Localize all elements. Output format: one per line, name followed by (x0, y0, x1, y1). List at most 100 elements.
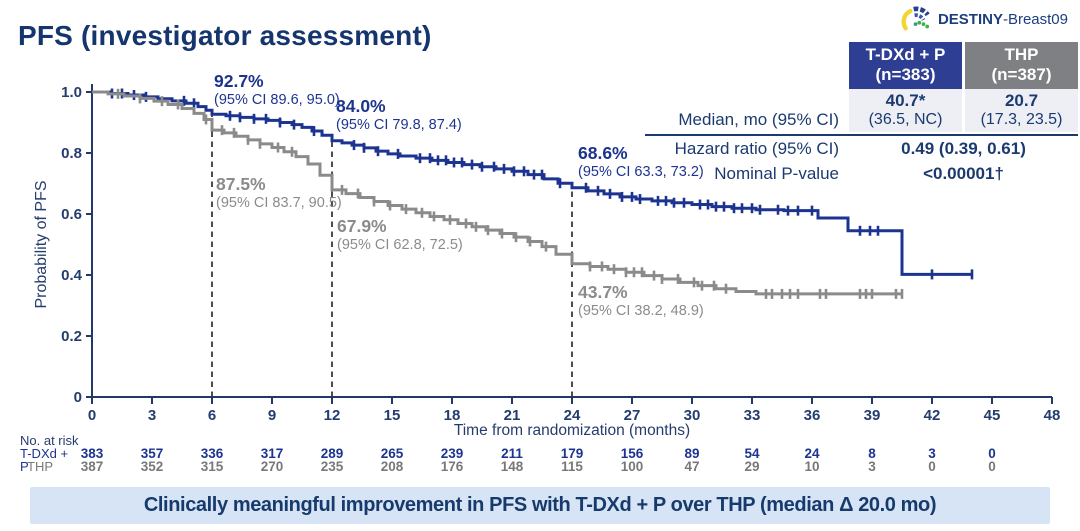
svg-text:92.7%: 92.7% (214, 71, 264, 91)
svg-text:48: 48 (1044, 407, 1061, 424)
svg-text:47: 47 (684, 459, 699, 474)
svg-text:6: 6 (208, 407, 216, 424)
destiny-breast09-logo: DESTINY-Breast09 (899, 5, 1068, 33)
svg-text:0: 0 (988, 459, 996, 474)
svg-text:24: 24 (564, 407, 581, 424)
p-value: <0.00001† (923, 164, 1004, 184)
svg-text:THP: THP (27, 459, 53, 474)
thp-column-n: (n=387) (991, 65, 1052, 85)
svg-text:289: 289 (321, 446, 344, 461)
median-thp-main: 20.7 (1004, 91, 1039, 111)
svg-text:18: 18 (444, 407, 461, 424)
svg-text:(95% CI 83.7, 90.5): (95% CI 83.7, 90.5) (216, 195, 342, 211)
svg-text:(95% CI 38.2, 48.9): (95% CI 38.2, 48.9) (578, 303, 704, 319)
thp-column-name: THP (1004, 45, 1039, 64)
svg-text:115: 115 (561, 459, 583, 474)
svg-text:(95% CI 79.8, 87.4): (95% CI 79.8, 87.4) (336, 117, 462, 133)
destiny-fan-icon (901, 6, 930, 31)
page-title: PFS (investigator assessment) (18, 20, 432, 51)
km-plot: 0 3 6 9 12 15 18 21 24 27 30 33 36 39 42 45 481.00.80.60… (20, 71, 1061, 474)
svg-text:P: P (20, 459, 29, 474)
svg-text:Probability of PFS: Probability of PFS (33, 180, 50, 308)
svg-text:(95% CI 62.8, 72.5): (95% CI 62.8, 72.5) (337, 237, 463, 253)
svg-text:211: 211 (501, 446, 523, 461)
svg-text:42: 42 (924, 407, 941, 424)
svg-text:336: 336 (201, 446, 224, 461)
svg-text:3: 3 (868, 459, 876, 474)
svg-text:156: 156 (621, 446, 644, 461)
svg-text:67.9%: 67.9% (337, 216, 387, 236)
svg-text:0.8: 0.8 (61, 145, 82, 162)
svg-text:3: 3 (148, 407, 156, 424)
svg-text:27: 27 (624, 407, 641, 424)
median-thp-value: 20.7 (17.3, 23.5) (965, 89, 1078, 133)
logo-text-rest: -Breast09 (1002, 10, 1068, 28)
svg-text:148: 148 (501, 459, 524, 474)
svg-text:21: 21 (504, 407, 521, 424)
svg-text:12: 12 (324, 407, 341, 424)
svg-text:33: 33 (744, 407, 761, 424)
svg-text:24: 24 (804, 446, 820, 461)
svg-text:208: 208 (381, 459, 404, 474)
svg-text:8: 8 (868, 446, 876, 461)
svg-text:387: 387 (81, 459, 104, 474)
svg-text:(95% CI 63.3, 73.2): (95% CI 63.3, 73.2) (578, 164, 704, 180)
stats-divider (645, 134, 1078, 137)
svg-text:84.0%: 84.0% (336, 96, 386, 116)
svg-text:235: 235 (321, 459, 344, 474)
svg-text:0: 0 (88, 407, 96, 424)
svg-text:0.6: 0.6 (61, 206, 82, 223)
svg-text:45: 45 (984, 407, 1001, 424)
svg-text:No. at risk: No. at risk (20, 433, 79, 448)
median-tdxd-main: 40.7* (885, 91, 926, 111)
svg-text:176: 176 (441, 459, 464, 474)
logo-text: DESTINY-Breast09 (938, 11, 1068, 28)
tdxd-column-n: (n=383) (875, 65, 936, 85)
median-tdxd-value: 40.7* (36.5, NC) (849, 89, 962, 133)
svg-text:10: 10 (804, 459, 819, 474)
median-tdxd-ci: (36.5, NC) (868, 110, 943, 128)
median-row-label: Median, mo (95% CI) (678, 110, 839, 130)
svg-text:1.0: 1.0 (61, 84, 82, 101)
svg-text:43.7%: 43.7% (578, 282, 628, 302)
median-thp-ci: (17.3, 23.5) (980, 110, 1063, 128)
svg-text:0: 0 (928, 459, 936, 474)
svg-text:317: 317 (261, 446, 284, 461)
svg-text:383: 383 (81, 446, 104, 461)
svg-text:15: 15 (384, 407, 401, 424)
svg-text:Time from randomization (month: Time from randomization (months) (454, 422, 690, 439)
svg-text:357: 357 (141, 446, 164, 461)
stats-col-tdxd-header: T-DXd + P (n=383) (849, 42, 962, 90)
svg-text:68.6%: 68.6% (578, 143, 628, 163)
svg-text:179: 179 (561, 446, 584, 461)
hazard-ratio-value: 0.49 (0.39, 0.61) (901, 139, 1026, 159)
svg-text:0.2: 0.2 (61, 328, 82, 345)
svg-text:89: 89 (684, 446, 699, 461)
svg-text:T-DXd +: T-DXd + (20, 446, 68, 461)
svg-text:30: 30 (684, 407, 701, 424)
conclusion-banner: Clinically meaningful improvement in PFS… (30, 487, 1050, 524)
svg-text:0: 0 (74, 389, 82, 406)
svg-text:9: 9 (268, 407, 276, 424)
stats-table: T-DXd + P (n=383) THP (n=387) Median, mo… (645, 42, 1078, 186)
svg-text:87.5%: 87.5% (216, 174, 266, 194)
svg-text:54: 54 (744, 446, 760, 461)
logo-text-bold: DESTINY (937, 10, 1003, 28)
svg-text:36: 36 (804, 407, 821, 424)
svg-text:(95% CI 89.6, 95.0): (95% CI 89.6, 95.0) (214, 92, 340, 108)
svg-text:0: 0 (988, 446, 996, 461)
svg-text:3: 3 (928, 446, 936, 461)
svg-text:29: 29 (744, 459, 759, 474)
svg-text:39: 39 (864, 407, 881, 424)
svg-text:0.4: 0.4 (61, 267, 83, 284)
stats-col-thp-header: THP (n=387) (965, 42, 1078, 90)
conclusion-text: Clinically meaningful improvement in PFS… (143, 494, 937, 516)
svg-text:100: 100 (621, 459, 644, 474)
svg-text:270: 270 (261, 459, 284, 474)
svg-text:352: 352 (141, 459, 164, 474)
svg-text:265: 265 (381, 446, 404, 461)
svg-text:315: 315 (201, 459, 224, 474)
p-value-label: Nominal P-value (714, 164, 839, 184)
hazard-ratio-label: Hazard ratio (95% CI) (674, 139, 839, 159)
